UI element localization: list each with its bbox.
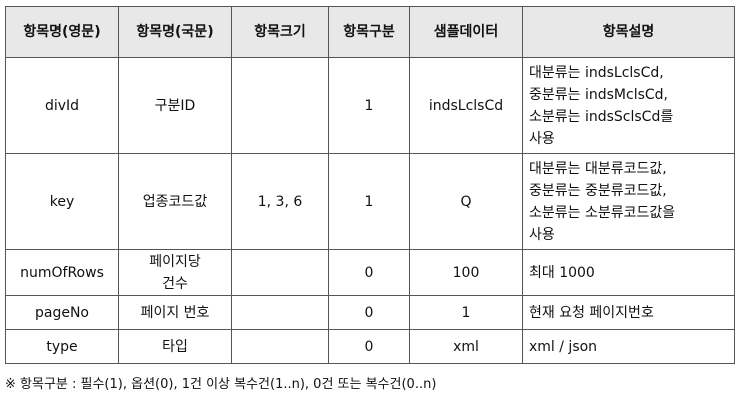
cell-type: 0 [328, 295, 410, 330]
description-line: 소분류는 indsSclsCd를 [529, 108, 674, 125]
name-ko-line: 페이지당 [149, 253, 201, 270]
description-line: 사용 [529, 226, 555, 243]
cell-type: 1 [328, 153, 410, 250]
cell-name-ko: 페이지 번호 [118, 295, 232, 330]
cell-size [231, 249, 329, 296]
table-header-row: 항목명(영문) 항목명(국문) 항목크기 항목구분 샘플데이터 항목설명 [5, 6, 735, 58]
cell-size [231, 295, 329, 330]
cell-name-en: type [5, 329, 119, 364]
description-line: 현재 요청 페이지번호 [529, 304, 654, 321]
header-type: 항목구분 [328, 6, 410, 58]
header-size: 항목크기 [231, 6, 329, 58]
description-line: 대분류는 indsLclsCd, [529, 64, 664, 81]
table-row: divId 구분ID 1 indsLclsCd 대분류는 indsLclsCd,… [5, 57, 735, 154]
request-parameter-table: 항목명(영문) 항목명(국문) 항목크기 항목구분 샘플데이터 항목설명 div… [5, 6, 735, 364]
cell-description: 현재 요청 페이지번호 [522, 295, 735, 330]
description-line: 사용 [529, 130, 555, 147]
cell-size [231, 329, 329, 364]
cell-size: 1, 3, 6 [231, 153, 329, 250]
cell-description: 최대 1000 [522, 249, 735, 296]
cell-description: 대분류는 indsLclsCd, 중분류는 indsMclsCd, 소분류는 i… [522, 57, 735, 154]
cell-name-ko: 타입 [118, 329, 232, 364]
cell-sample: indsLclsCd [409, 57, 523, 154]
name-ko-line: 건수 [162, 275, 188, 292]
table-row: pageNo 페이지 번호 0 1 현재 요청 페이지번호 [5, 295, 735, 330]
header-sample: 샘플데이터 [409, 6, 523, 58]
cell-size [231, 57, 329, 154]
description-line: 대분류는 대분류코드값, [529, 160, 667, 177]
table-row: key 업종코드값 1, 3, 6 1 Q 대분류는 대분류코드값, 중분류는 … [5, 153, 735, 250]
cell-name-en: numOfRows [5, 249, 119, 296]
description-line: 중분류는 중분류코드값, [529, 182, 667, 199]
description-line: 최대 1000 [529, 264, 595, 281]
cell-name-ko: 페이지당 건수 [118, 249, 232, 296]
footnote: ※ 항목구분 : 필수(1), 옵션(0), 1건 이상 복수건(1..n), … [5, 377, 437, 392]
table-row: numOfRows 페이지당 건수 0 100 최대 1000 [5, 249, 735, 296]
cell-type: 0 [328, 329, 410, 364]
cell-sample: 1 [409, 295, 523, 330]
table-row: type 타입 0 xml xml / json [5, 329, 735, 364]
cell-name-ko: 구분ID [118, 57, 232, 154]
cell-type: 0 [328, 249, 410, 296]
cell-name-ko: 업종코드값 [118, 153, 232, 250]
cell-sample: xml [409, 329, 523, 364]
header-name-ko: 항목명(국문) [118, 6, 232, 58]
cell-description: 대분류는 대분류코드값, 중분류는 중분류코드값, 소분류는 소분류코드값을 사… [522, 153, 735, 250]
cell-name-en: key [5, 153, 119, 250]
description-line: xml / json [529, 338, 598, 355]
header-name-en: 항목명(영문) [5, 6, 119, 58]
header-description: 항목설명 [522, 6, 735, 58]
cell-name-en: divId [5, 57, 119, 154]
cell-sample: 100 [409, 249, 523, 296]
cell-name-en: pageNo [5, 295, 119, 330]
cell-sample: Q [409, 153, 523, 250]
description-line: 소분류는 소분류코드값을 [529, 204, 676, 221]
description-line: 중분류는 indsMclsCd, [529, 86, 668, 103]
cell-type: 1 [328, 57, 410, 154]
cell-description: xml / json [522, 329, 735, 364]
